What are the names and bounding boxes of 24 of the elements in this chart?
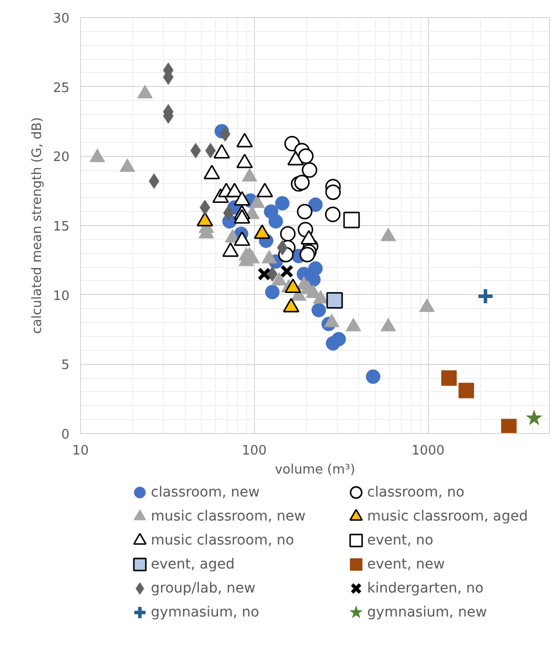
y-tick-label: 20 [52,150,70,166]
y-tick-label: 25 [52,80,70,96]
legend-label: classroom, new [150,484,260,500]
x-tick-label: 100 [242,444,267,458]
legend-label: kindergarten, no [367,580,484,596]
x-tick-label: 10 [72,444,89,458]
y-tick-label: 10 [52,288,70,304]
legend-label: group/lab, new [150,580,256,596]
legend-label: classroom, no [367,484,464,500]
legend-label: music classroom, no [150,532,294,548]
legend-label: music classroom, aged [367,508,528,524]
y-tick-label: 30 [52,12,70,26]
y-tick-label: 15 [52,220,70,234]
legend-label: gymnasium, no [150,604,260,620]
legend-label: music classroom, new [150,508,306,524]
legend-label: event, no [367,532,434,548]
legend-label: gymnasium, new [367,604,487,620]
x-tick-label: 1000 [412,444,445,458]
legend-label: event, aged [150,556,235,572]
x-axis-title: volume (m³) [274,462,356,478]
y-tick-label: 5 [61,358,70,374]
y-axis-title: calculated mean strength (G, dB) [30,117,45,334]
legend-label: event, new [367,556,445,572]
y-tick-label: 0 [61,428,70,442]
